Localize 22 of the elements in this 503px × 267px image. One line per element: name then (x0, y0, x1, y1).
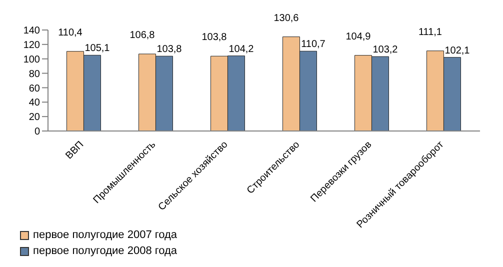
data-label: 111,1 (418, 26, 442, 38)
y-tick-label: 120 (23, 40, 40, 51)
y-tick-label: 140 (23, 26, 40, 37)
y-tick-label: 0 (34, 126, 40, 138)
data-label: 103,8 (156, 44, 182, 56)
data-label: 103,2 (372, 44, 398, 56)
y-tick-label: 20 (28, 112, 40, 124)
legend-label: первое полугодие 2007 года (33, 229, 178, 241)
y-tick-label: 100 (23, 54, 40, 66)
data-label: 102,1 (444, 45, 470, 56)
data-label: 105,1 (84, 43, 110, 54)
y-tick-label: 40 (28, 98, 40, 109)
data-label: 104,2 (228, 44, 254, 55)
data-label: 130,6 (274, 12, 300, 24)
data-label: 103,8 (202, 32, 228, 44)
data-label: 110,4 (58, 27, 83, 38)
y-tick-label: 60 (28, 83, 40, 94)
legend-label: первое полугодие 2008 года (33, 245, 178, 257)
data-label: 110,7 (301, 39, 326, 50)
y-tick-label: 80 (28, 68, 40, 80)
data-label: 106,8 (130, 30, 156, 41)
data-label: 104,9 (346, 31, 372, 42)
